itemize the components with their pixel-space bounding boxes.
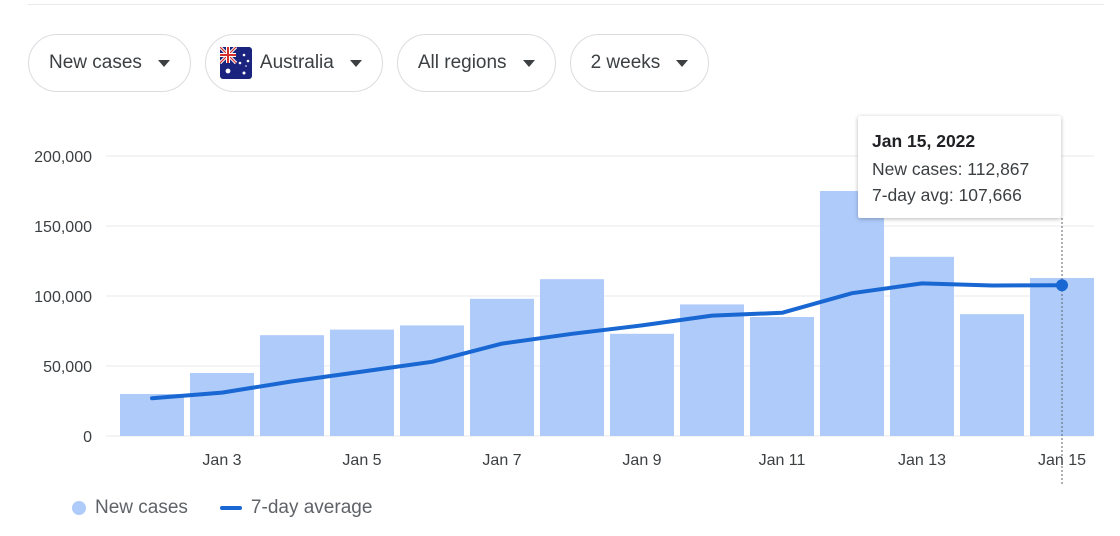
legend-7day-average: 7-day average xyxy=(250,497,373,518)
chart-tooltip: Jan 15, 2022 New cases: 112,867 7-day av… xyxy=(858,116,1061,218)
tooltip-avg: 7-day avg: 107,666 xyxy=(872,185,1022,205)
line-7day-average xyxy=(150,281,1064,401)
bar-new-cases[interactable] xyxy=(120,394,184,436)
chevron-down-icon xyxy=(676,59,689,67)
bar-new-cases[interactable] xyxy=(470,298,534,436)
x-tick-label: Jan 5 xyxy=(342,452,381,469)
y-tick-label: 0 xyxy=(83,429,92,446)
legend-bar-swatch xyxy=(72,501,86,515)
bar-new-cases[interactable] xyxy=(330,329,394,436)
x-tick-label: Jan 3 xyxy=(202,452,241,469)
y-tick-label: 100,000 xyxy=(34,289,92,306)
chevron-down-icon xyxy=(522,59,535,67)
line-layer xyxy=(150,218,1068,484)
bar-new-cases[interactable] xyxy=(540,279,604,436)
country-dropdown[interactable]: Australia xyxy=(204,34,383,92)
bar-layer xyxy=(120,191,1094,436)
bar-new-cases[interactable] xyxy=(960,314,1024,436)
country-dropdown-label: Australia xyxy=(259,52,334,73)
bar-new-cases[interactable] xyxy=(820,191,884,436)
region-dropdown-label: All regions xyxy=(417,52,507,73)
bar-new-cases[interactable] xyxy=(190,373,254,436)
highlight-point[interactable] xyxy=(1056,279,1068,292)
bar-new-cases[interactable] xyxy=(610,333,674,436)
x-tick-label: Jan 15 xyxy=(1038,452,1086,469)
x-tick-label: Jan 11 xyxy=(759,452,806,469)
metric-dropdown[interactable]: New cases xyxy=(28,34,191,92)
legend-line-swatch xyxy=(219,506,242,510)
bar-new-cases[interactable] xyxy=(750,317,814,436)
y-tick-label: 50,000 xyxy=(43,359,92,376)
x-tick-label: Jan 13 xyxy=(898,452,946,469)
x-tick-label: Jan 7 xyxy=(482,452,521,469)
tooltip-new-cases: New cases: 112,867 xyxy=(872,159,1030,179)
metric-dropdown-label: New cases xyxy=(49,52,142,73)
bar-new-cases[interactable] xyxy=(1030,277,1094,436)
legend-new-cases: New cases xyxy=(95,497,188,518)
timespan-dropdown[interactable]: 2 weeks xyxy=(569,34,710,92)
chart-legend: New cases 7-day average xyxy=(72,497,372,519)
chevron-down-icon xyxy=(349,59,362,67)
y-tick-label: 200,000 xyxy=(34,149,92,166)
australia-flag-icon xyxy=(219,47,252,79)
x-tick-label: Jan 9 xyxy=(622,452,661,469)
tooltip-date: Jan 15, 2022 xyxy=(872,131,976,151)
label-layer: 0 50,000 100,000 150,000 200,000 Jan 3 Jan 5 Ja… xyxy=(34,149,1086,469)
bar-new-cases[interactable] xyxy=(400,325,464,436)
filter-bar: New cases Australia xyxy=(28,34,710,92)
region-dropdown[interactable]: All regions xyxy=(396,34,556,92)
bar-new-cases[interactable] xyxy=(680,304,744,436)
top-divider xyxy=(28,4,1104,5)
chevron-down-icon xyxy=(157,59,170,67)
y-tick-label: 150,000 xyxy=(34,219,92,236)
timespan-dropdown-label: 2 weeks xyxy=(590,52,661,73)
